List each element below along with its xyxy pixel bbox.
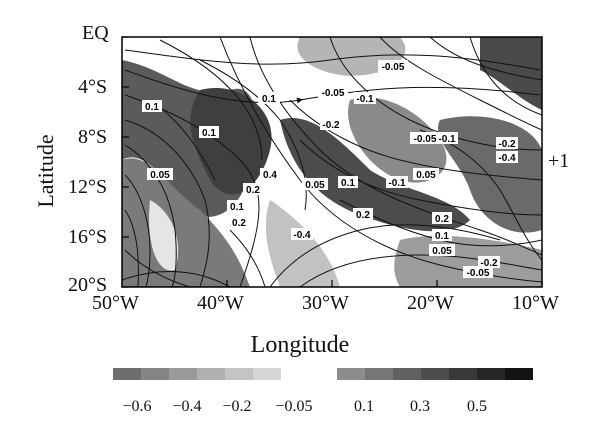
contour-label: 0.4 [260,168,280,181]
contour-label: 0.2 [353,208,373,221]
colorbar-swatch [225,368,253,380]
contour-label: -0.05 [378,60,408,73]
lat-tick-label: 8°S [78,126,108,148]
contour-label: 0.2 [432,212,452,225]
contour-label: -0.1 [386,176,408,189]
contour-label: -0.4 [496,151,518,164]
svg-text:0.2: 0.2 [356,210,370,221]
lon-tick-label: 40°W [197,292,244,314]
svg-text:-0.2: -0.2 [322,120,340,131]
lat-tick-label: 20°S [68,274,108,296]
colorbar-swatch [113,368,141,380]
svg-text:0.1: 0.1 [341,178,355,189]
contour-label: 0.05 [147,168,173,181]
contour-label: 0.1 [258,92,280,105]
colorbar-swatch [197,368,225,380]
shade-region [149,200,179,271]
colorbar-label: −0.05 [275,398,313,415]
lat-tick-label: 12°S [68,176,108,198]
svg-text:0.1: 0.1 [145,102,159,113]
colorbar [113,368,533,380]
lat-tick-label: 4°S [78,76,108,98]
shade-region [122,158,250,287]
colorbar-label: 0.1 [354,398,374,415]
contour-label: 0.1 [338,176,358,189]
colorbar-swatch [253,368,281,380]
svg-text:0.05: 0.05 [432,246,452,257]
shade-region [280,118,470,232]
contour-label: 0.2 [243,183,263,196]
colorbar-swatch [169,368,197,380]
lag-label: +1 [548,150,570,172]
contour-label: 0.1 [199,126,219,139]
svg-text:0.05: 0.05 [416,170,436,181]
svg-text:-0.4: -0.4 [498,153,516,164]
contour-label: -0.4 [291,228,313,241]
lat-tick-label: EQ [82,22,109,44]
svg-text:-0.1: -0.1 [388,178,406,189]
colorbar-swatch [505,368,533,380]
contour-label: 0.2 [229,216,249,229]
colorbar-label: 0.5 [467,398,487,415]
svg-text:0.05: 0.05 [150,170,170,181]
svg-text:0.1: 0.1 [230,202,244,213]
svg-text:0.05: 0.05 [305,180,325,191]
contour-label: 0.1 [142,100,162,113]
svg-text:-0.05: -0.05 [382,62,405,73]
contour-label: -0.05 [318,86,348,99]
svg-text:-0.05: -0.05 [322,88,345,99]
lon-tick-label: 30°W [302,292,349,314]
contour-label: -0.2 [496,137,518,150]
colorbar-swatch [449,368,477,380]
svg-text:-0.05: -0.05 [467,268,490,279]
contour-label: 0.1 [227,200,247,213]
shade-region [190,88,272,195]
colorbar-swatch [365,368,393,380]
shade-region [348,97,447,183]
lon-tick-label: 50°W [92,292,139,314]
contour-label: -0.2 [478,256,500,269]
colorbar-swatch [393,368,421,380]
colorbar-label: −0.4 [172,398,202,415]
colorbar-swatch [337,368,365,380]
x-axis-label: Longitude [250,332,350,358]
colorbar-swatch [477,368,505,380]
svg-text:0.4: 0.4 [263,170,277,181]
svg-text:0.1: 0.1 [435,231,449,242]
colorbar-swatch [421,368,449,380]
svg-text:-0.1: -0.1 [438,134,456,145]
y-axis-label: Latitude [33,134,58,208]
svg-text:-0.1: -0.1 [356,94,374,105]
svg-text:0.2: 0.2 [232,218,246,229]
svg-text:0.1: 0.1 [202,128,216,139]
svg-text:-0.4: -0.4 [293,230,311,241]
contour-label: 0.05 [302,178,328,191]
contour-label: 0.05 [429,244,455,257]
svg-text:-0.2: -0.2 [480,258,498,269]
contour-label: -0.1 [354,92,376,105]
colorbar-label: −0.6 [122,398,152,415]
lon-tick-label: 10°W [512,292,559,314]
contour-label: 0.05 [413,168,439,181]
svg-text:0.2: 0.2 [246,185,260,196]
colorbar-label: 0.3 [410,398,430,415]
contour-label: 0.1 [432,229,452,242]
contour-label: -0.1 [436,132,458,145]
lat-tick-label: 16°S [68,226,108,248]
colorbar-swatch [141,368,169,380]
svg-text:0.2: 0.2 [435,214,449,225]
lon-tick-label: 20°W [407,292,454,314]
contour-label: -0.05 [410,132,440,145]
svg-text:-0.05: -0.05 [414,134,437,145]
colorbar-label: −0.2 [222,398,252,415]
svg-text:0.1: 0.1 [262,94,276,105]
svg-text:-0.2: -0.2 [498,139,516,150]
shade-region [265,200,340,287]
contour-label: -0.05 [463,266,493,279]
contour-label: -0.2 [320,118,342,131]
